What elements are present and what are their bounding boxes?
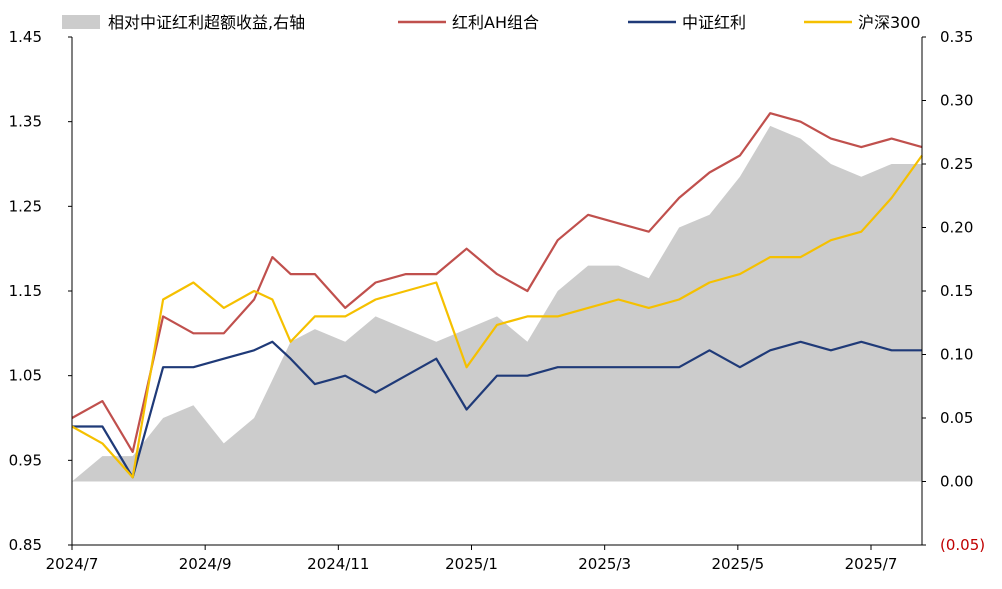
- right-tick-label: 0.05: [940, 409, 973, 427]
- right-tick-label: 0.15: [940, 282, 973, 300]
- left-tick-label: 1.25: [9, 197, 42, 215]
- x-tick-label: 2024/7: [46, 555, 99, 573]
- x-tick-label: 2024/9: [179, 555, 232, 573]
- legend-label: 相对中证红利超额收益,右轴: [108, 13, 305, 32]
- x-tick-label: 2025/5: [711, 555, 764, 573]
- legend-label: 红利AH组合: [452, 13, 539, 32]
- line-series-3: [71, 154, 923, 479]
- right-tick-label: 0.00: [940, 473, 973, 491]
- left-tick-label: 0.95: [9, 451, 42, 469]
- right-tick-label: 0.10: [940, 346, 973, 364]
- right-tick-label: 0.35: [940, 28, 973, 46]
- x-tick-label: 2025/3: [578, 555, 631, 573]
- legend-label: 中证红利: [682, 13, 746, 32]
- x-tick-label: 2025/1: [445, 555, 498, 573]
- legend-label: 沪深300: [858, 13, 921, 32]
- x-tick-label: 2024/11: [307, 555, 369, 573]
- left-tick-label: 1.15: [9, 282, 42, 300]
- legend-swatch-area: [62, 15, 100, 29]
- right-tick-label: 0.30: [940, 92, 973, 110]
- line-series-1: [71, 112, 923, 453]
- x-tick-label: 2025/7: [845, 555, 898, 573]
- right-tick-label: 0.25: [940, 155, 973, 173]
- area-excess-return: [72, 125, 922, 482]
- line-series-2: [72, 340, 922, 479]
- left-tick-label: 1.35: [9, 113, 42, 131]
- left-tick-label: 1.45: [9, 28, 42, 46]
- right-tick-label: (0.05): [940, 536, 985, 554]
- left-tick-label: 1.05: [9, 367, 42, 385]
- right-tick-label: 0.20: [940, 219, 973, 237]
- left-tick-label: 0.85: [9, 536, 42, 554]
